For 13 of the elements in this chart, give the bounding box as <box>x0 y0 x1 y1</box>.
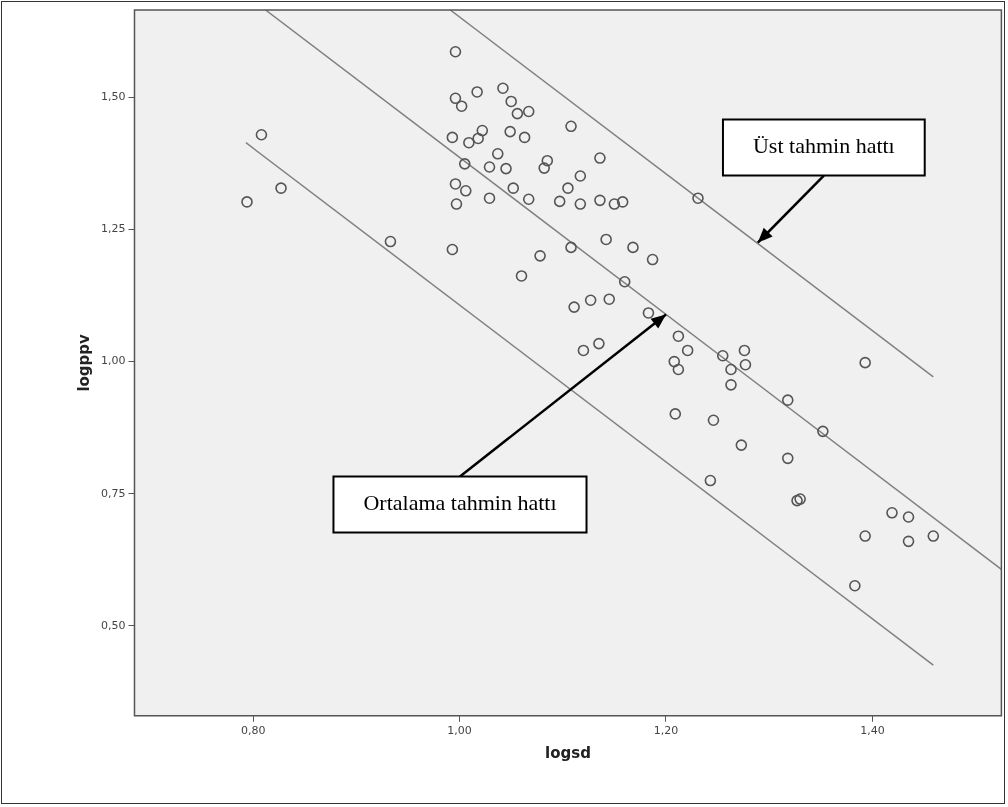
x-axis-title: logsd <box>545 743 591 762</box>
x-tick-label: 1,20 <box>653 724 679 738</box>
y-tick-label: 1,00 <box>100 354 126 368</box>
y-axis-title: logppv <box>74 333 93 392</box>
y-tick-label: 0,50 <box>100 618 126 632</box>
y-tick-label: 0,75 <box>100 486 126 500</box>
x-tick-label: 0,80 <box>240 724 266 738</box>
x-tick-label: 1,40 <box>860 724 885 738</box>
x-tick-label: 1,00 <box>447 724 472 738</box>
y-tick-label: 1,25 <box>100 222 126 236</box>
annotation: Ortalama tahmin hattı <box>363 490 557 516</box>
y-tick-label: 1,50 <box>100 90 126 104</box>
annotation: Üst tahmin hattı <box>752 133 895 159</box>
